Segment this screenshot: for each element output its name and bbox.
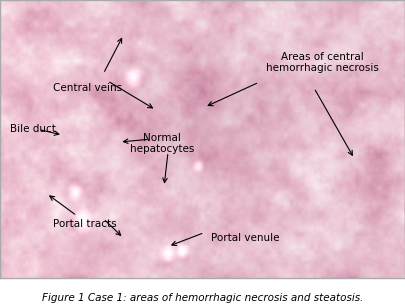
- Text: Normal
hepatocytes: Normal hepatocytes: [130, 132, 194, 154]
- Text: Areas of central
hemorrhagic necrosis: Areas of central hemorrhagic necrosis: [266, 52, 378, 73]
- Text: Portal venule: Portal venule: [211, 233, 279, 243]
- Text: Bile duct: Bile duct: [10, 125, 56, 134]
- Text: Central veins: Central veins: [53, 83, 122, 93]
- Text: Figure 1 Case 1: areas of hemorrhagic necrosis and steatosis.: Figure 1 Case 1: areas of hemorrhagic ne…: [42, 293, 363, 303]
- Text: Portal tracts: Portal tracts: [53, 219, 117, 229]
